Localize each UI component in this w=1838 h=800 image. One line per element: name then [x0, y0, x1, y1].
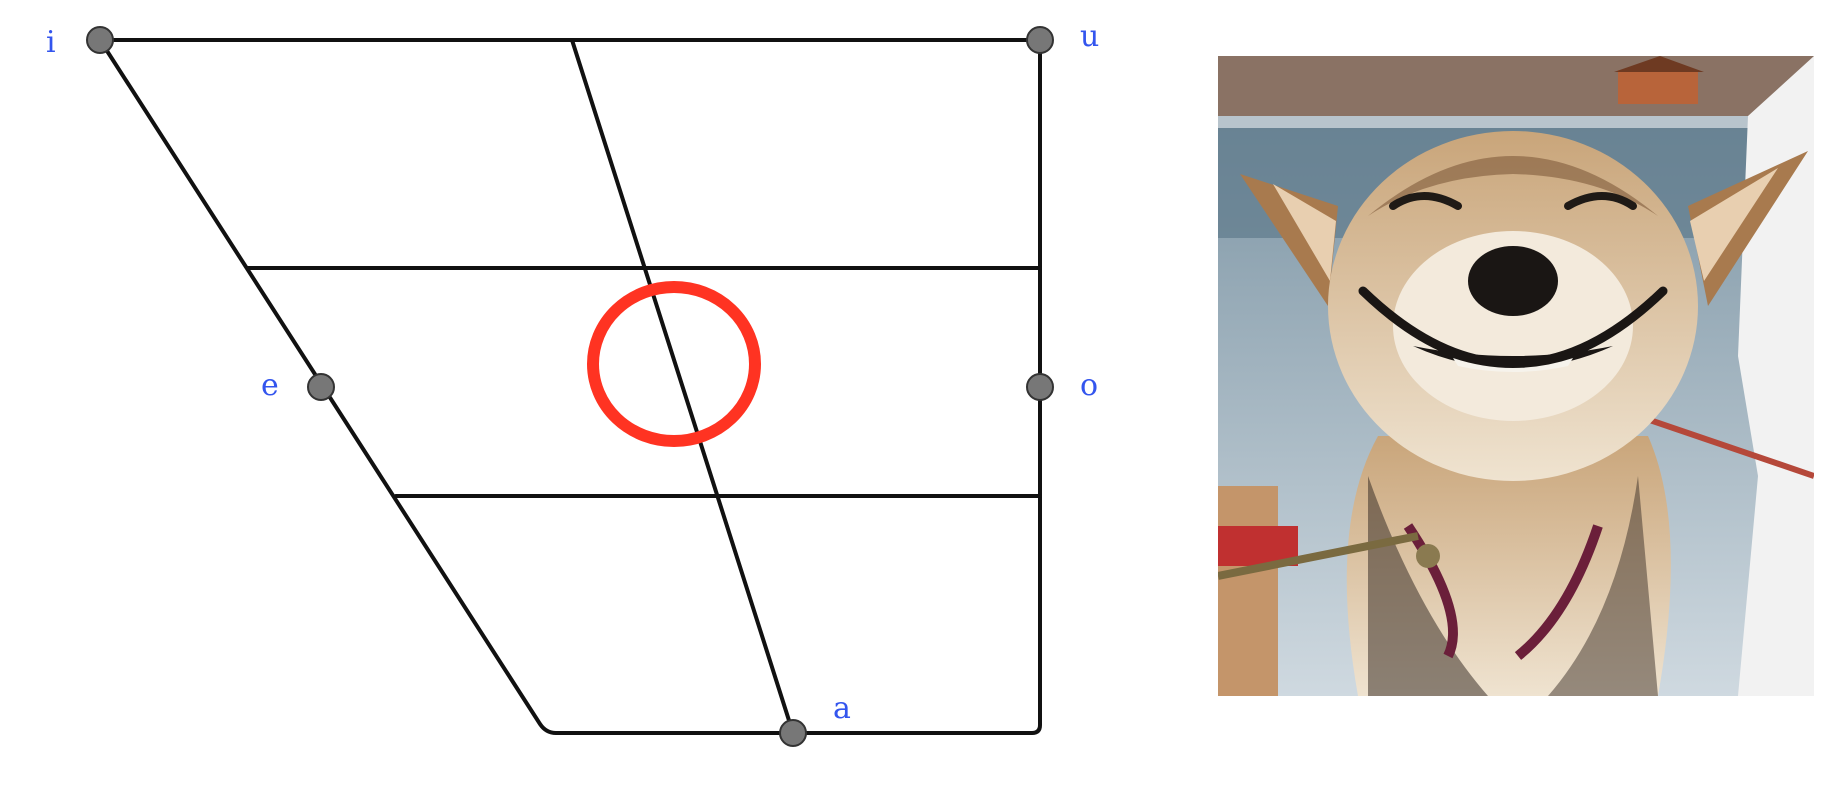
vowel-point-o: o [1026, 368, 1098, 403]
vowel-dot [86, 26, 114, 54]
vowel-point-u: u [1026, 19, 1099, 54]
vowel-label-e: e [261, 368, 279, 403]
smiling-dog-photo [1218, 56, 1814, 696]
vowel-dot [307, 373, 335, 401]
vowel-point-a: a [779, 691, 851, 747]
photo-icon [1218, 56, 1814, 696]
vowel-label-u: u [1080, 19, 1099, 54]
vowel-label-o: o [1080, 368, 1098, 403]
highlight-circle [587, 281, 761, 447]
vowel-label-a: a [833, 691, 851, 726]
vowel-label-i: i [46, 25, 56, 60]
vowel-dot [1026, 373, 1054, 401]
central-line [570, 38, 795, 735]
vowel-point-e: e [261, 368, 335, 403]
vowel-point-i: i [46, 25, 114, 60]
vowel-dot [779, 719, 807, 747]
trapezoid-outline [98, 38, 1042, 735]
vowel-dot [1026, 26, 1054, 54]
